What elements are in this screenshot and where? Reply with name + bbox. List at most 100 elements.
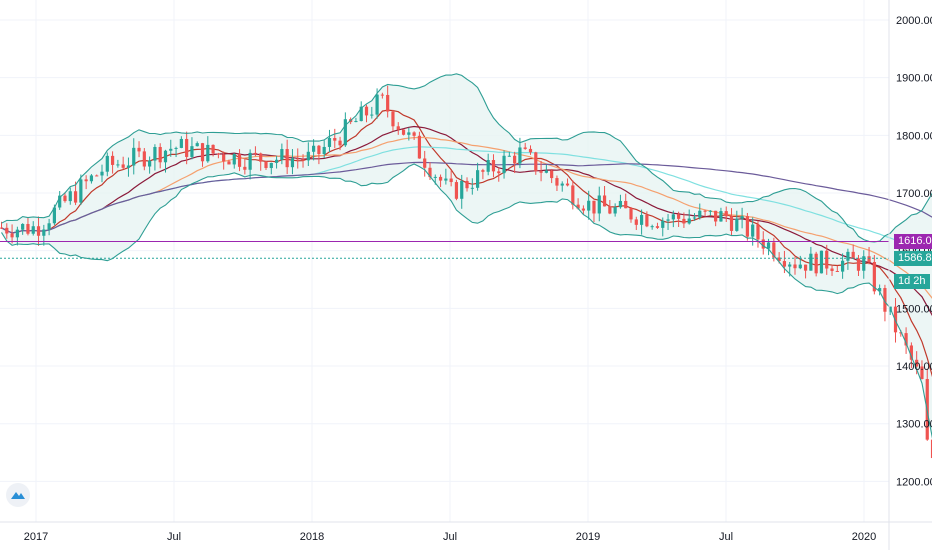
candle: [200, 143, 205, 162]
candle: [729, 216, 734, 231]
candle: [671, 214, 675, 220]
candle: [58, 195, 62, 208]
candle: [539, 171, 543, 173]
candle: [343, 119, 347, 146]
price-tag-resistance: 1616.02: [894, 234, 932, 250]
candle: [830, 268, 834, 271]
candle: [867, 256, 871, 262]
candle: [565, 183, 570, 186]
time-tick-label: Jul: [719, 531, 733, 543]
moving-averages: [1, 109, 932, 378]
price-tick-label: 1800.00: [896, 130, 932, 142]
candle: [735, 218, 739, 231]
candle: [269, 162, 273, 169]
candle: [433, 176, 437, 178]
candle: [169, 148, 173, 151]
candle: [338, 140, 342, 146]
time-tick-label: Jul: [443, 531, 457, 543]
candle: [878, 288, 882, 292]
candle: [248, 152, 252, 170]
candle: [243, 166, 247, 170]
candle: [930, 439, 932, 459]
price-tick-label: 1300.00: [896, 419, 932, 431]
price-tick-label: 1500.00: [896, 303, 932, 315]
candle: [47, 223, 51, 230]
candle: [306, 151, 310, 161]
candle: [116, 164, 120, 166]
candle: [523, 147, 527, 149]
candle: [893, 306, 898, 333]
candle: [401, 129, 406, 135]
candle: [470, 187, 474, 189]
price-tick-label: 1400.00: [896, 361, 932, 373]
candle: [211, 144, 215, 154]
moving-average-line: [1, 125, 932, 317]
price-tick-label: 1900.00: [896, 73, 932, 85]
candle: [724, 211, 728, 217]
moving-average-line: [1, 161, 932, 234]
candle: [52, 207, 56, 224]
candle: [581, 208, 585, 211]
candle: [110, 155, 115, 165]
candle: [79, 179, 83, 203]
candle: [692, 217, 697, 219]
candle: [825, 250, 829, 269]
candle: [835, 270, 839, 272]
candle: [909, 345, 913, 360]
candle: [63, 195, 67, 202]
candle: [751, 224, 755, 237]
candle: [126, 165, 131, 168]
candle: [703, 210, 707, 212]
candle: [195, 143, 199, 147]
candle: [618, 200, 623, 208]
price-tick-label: 2000.00: [896, 15, 932, 27]
candle: [602, 195, 607, 207]
candle: [285, 149, 289, 168]
candle: [100, 171, 104, 176]
candle: [412, 132, 416, 136]
candle: [550, 170, 554, 179]
time-axis[interactable]: 2017Jul2018Jul2019Jul2020Jul2021Jul2022J…: [24, 531, 932, 543]
candle: [856, 258, 861, 271]
price-tick-label: 1700.00: [896, 188, 932, 200]
candle: [216, 153, 220, 155]
candle: [629, 208, 633, 220]
candle: [142, 151, 146, 167]
candle: [132, 147, 136, 166]
price-tag-last: 1586.83: [894, 251, 932, 267]
candle: [772, 242, 776, 258]
time-tick-label: 2017: [24, 531, 48, 543]
candle: [375, 94, 379, 115]
candle: [571, 185, 575, 205]
candle: [296, 158, 300, 160]
bollinger-upper: [1, 73, 932, 243]
candle: [222, 154, 226, 162]
candle: [391, 111, 395, 127]
candles: [0, 85, 932, 459]
candle: [883, 288, 887, 312]
candle: [322, 146, 326, 155]
candle: [788, 264, 792, 267]
candle: [809, 253, 813, 271]
time-tick-label: 2020: [852, 531, 876, 543]
candle: [655, 226, 660, 228]
candle: [73, 191, 78, 203]
candle: [851, 251, 855, 259]
candle: [153, 146, 157, 161]
candle: [687, 218, 691, 224]
tradingview-logo-icon[interactable]: [6, 483, 30, 507]
candle: [719, 211, 723, 222]
candle: [915, 359, 919, 367]
candle: [528, 148, 533, 153]
candle: [624, 200, 628, 209]
candle: [846, 251, 850, 261]
candle: [740, 216, 744, 219]
candle: [232, 154, 236, 165]
time-tick-label: Jul: [167, 531, 181, 543]
candle: [380, 94, 384, 96]
candle: [920, 366, 924, 380]
candle: [148, 160, 152, 167]
candle: [677, 214, 681, 219]
candle: [460, 180, 464, 199]
